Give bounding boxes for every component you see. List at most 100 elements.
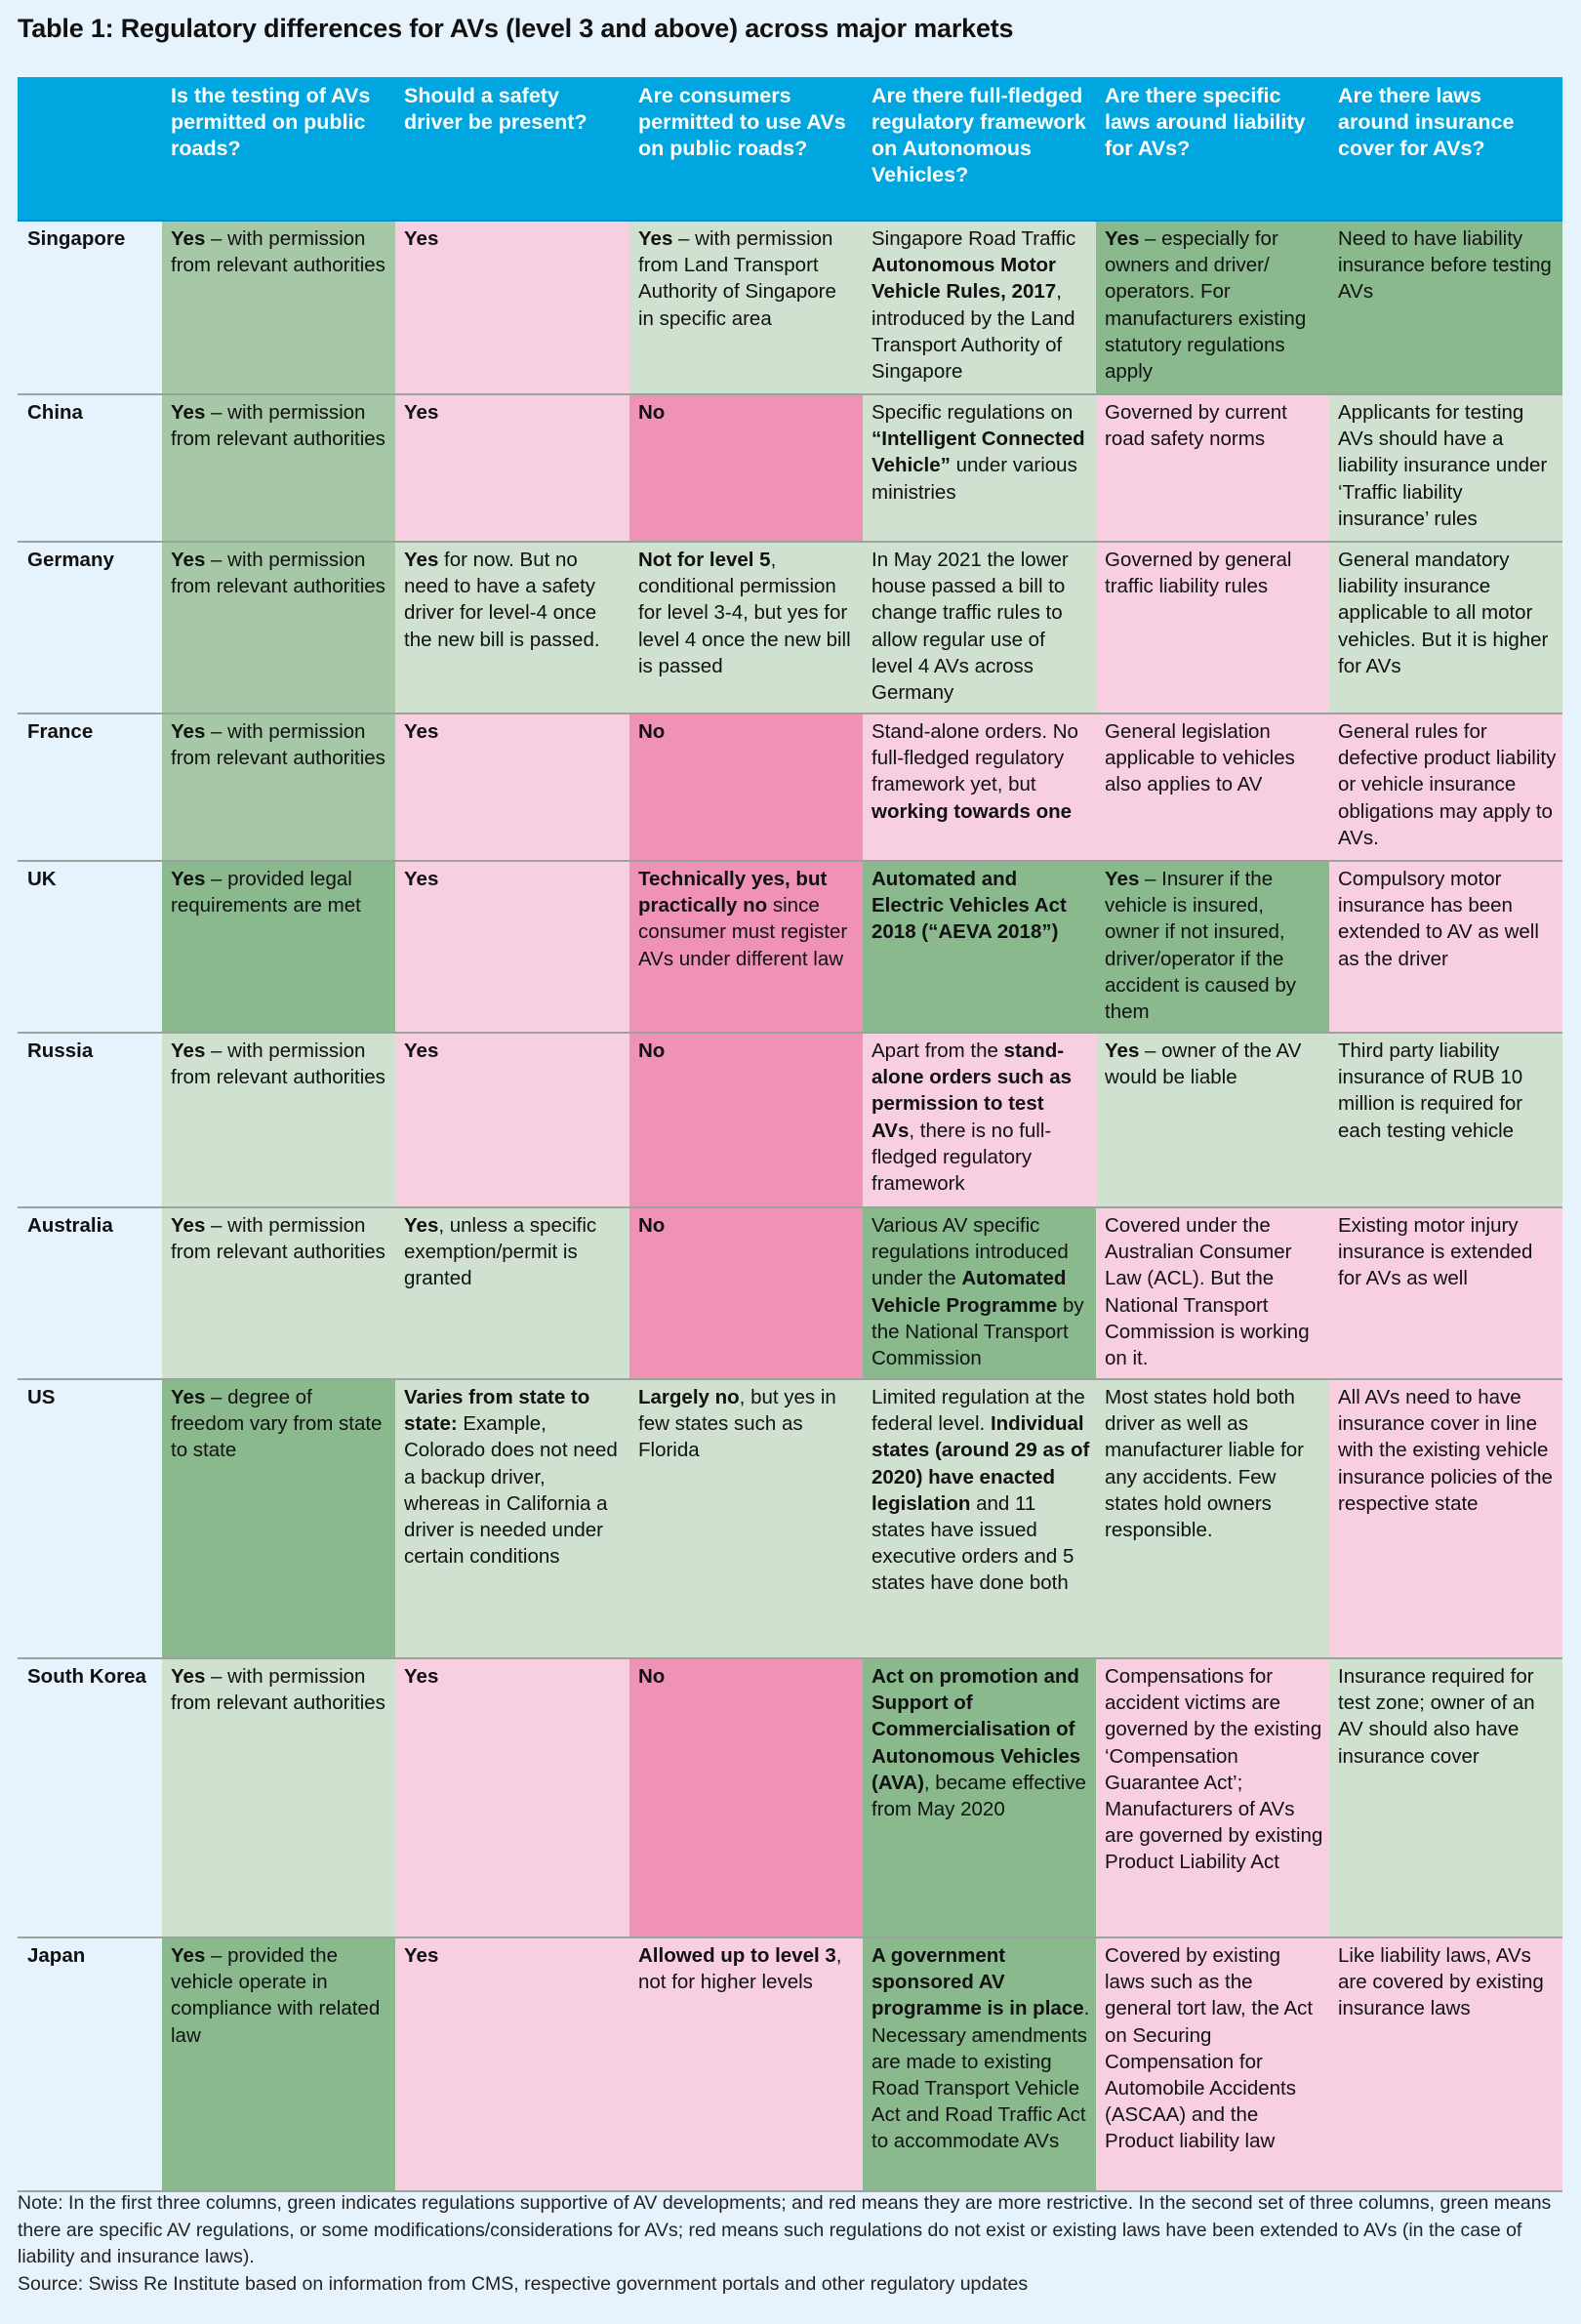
header-framework: Are there full-fledged regulatory framew…	[872, 84, 1086, 186]
table-row: Japan Yes – provided the vehicle operate …	[18, 1938, 1562, 2192]
cell-testing: Yes – provided legal requirements are me…	[162, 862, 395, 1032]
regulatory-table: Is the testing of AVs permitted on publi…	[18, 77, 1562, 2192]
cell-text-bold: working towards one	[872, 799, 1073, 823]
cell-text-bold: Yes	[1105, 1040, 1140, 1062]
table-row: France Yes – with permission from relevan…	[18, 714, 1562, 862]
cell-text-bold: Autonomous Motor Vehicle Rules, 2017	[872, 254, 1057, 304]
cell-text-bold: Allowed up to level 3	[638, 1944, 836, 1967]
cell-text-bold: Automated Vehicle Programme	[872, 1267, 1067, 1317]
cell-consumer-use: No	[629, 714, 863, 860]
cell-text-bold: Yes	[1105, 227, 1140, 250]
cell-text: – with permission from relevant authorit…	[171, 1040, 385, 1089]
cell-text-bold: Yes	[171, 868, 206, 890]
cell-text-bold: No	[638, 1665, 666, 1688]
cell-text-bold: Yes	[1105, 868, 1140, 890]
cell-consumer-use: No	[629, 395, 863, 541]
cell-text: Need to have liability insurance before …	[1338, 227, 1552, 304]
cell-text: Like liability laws, AVs are covered by …	[1338, 1944, 1544, 2020]
cell-text: – especially for owners and driver/ oper…	[1105, 227, 1307, 384]
cell-text-bold: Technically yes, but practically no	[638, 868, 828, 917]
source-text: Source: Swiss Re Institute based on info…	[18, 2272, 1029, 2295]
cell-text: – with permission from relevant authorit…	[171, 549, 385, 598]
cell-text: , unless a specific exemption/permit is …	[404, 1214, 597, 1290]
cell-text-bold: No	[638, 720, 666, 743]
cell-text: Example, Colorado does not need a backup…	[404, 1412, 618, 1569]
cell-text-pre: Various AV specific regulations introduc…	[872, 1214, 1069, 1290]
cell-consumer-use: No	[629, 1034, 863, 1206]
cell-text: Governed by general traffic liability ru…	[1105, 549, 1292, 598]
cell-testing: Yes – with permission from relevant auth…	[162, 1034, 395, 1206]
cell-framework: Various AV specific regulations introduc…	[863, 1208, 1096, 1378]
country-cell: UK	[18, 862, 162, 1032]
cell-text: Insurance required for test zone; owner …	[1338, 1665, 1535, 1768]
cell-consumer-use: Allowed up to level 3, not for higher le…	[629, 1938, 863, 2190]
cell-consumer-use: No	[629, 1208, 863, 1378]
cell-text-bold: Yes	[638, 227, 673, 250]
cell-text-bold: Act on promotion and Support of Commerci…	[872, 1665, 1081, 1794]
cell-text-bold: Yes	[171, 1386, 206, 1408]
cell-framework: Automated and Electric Vehicles Act 2018…	[863, 862, 1096, 1032]
cell-text-bold: Automated and Electric Vehicles Act 2018…	[872, 868, 1067, 944]
cell-text: – provided the vehicle operate in compli…	[171, 1944, 381, 2047]
cell-text: – with permission from relevant authorit…	[171, 1214, 385, 1264]
cell-text: – with permission from relevant authorit…	[171, 227, 385, 277]
cell-liability: Governed by current road safety norms	[1096, 395, 1329, 541]
cell-text: Governed by current road safety norms	[1105, 401, 1287, 451]
cell-text: for now. But no need to have a safety dr…	[404, 549, 600, 651]
cell-text-bold: Yes	[171, 401, 206, 424]
cell-text: , not for higher levels	[638, 1944, 842, 1994]
cell-liability: Yes – Insurer if the vehicle is insured,…	[1096, 862, 1329, 1032]
cell-safety-driver: Yes, unless a specific exemption/permit …	[395, 1208, 629, 1378]
cell-text-bold: Largely no	[638, 1386, 740, 1408]
header-insurance: Are there laws around insurance cover fo…	[1338, 84, 1515, 160]
cell-testing: Yes – with permission from relevant auth…	[162, 543, 395, 713]
cell-consumer-use: Technically yes, but practically no sinc…	[629, 862, 863, 1032]
header-liability: Are there specific laws around liability…	[1105, 84, 1306, 160]
cell-text: – owner of the AV would be liable	[1105, 1040, 1302, 1089]
cell-consumer-use: Largely no, but yes in few states such a…	[629, 1380, 863, 1657]
table-row: Russia Yes – with permission from relevan…	[18, 1034, 1562, 1208]
cell-text-bold: Yes	[171, 549, 206, 571]
table-row: Australia Yes – with permission from rele…	[18, 1208, 1562, 1380]
country-cell: South Korea	[18, 1659, 162, 1937]
cell-text: Compulsory motor insurance has been exte…	[1338, 868, 1539, 970]
cell-safety-driver: Yes	[395, 395, 629, 541]
cell-text: . Necessary amendments are made to exist…	[872, 1997, 1090, 2153]
cell-insurance: Existing motor injury insurance is exten…	[1329, 1208, 1562, 1378]
cell-liability: Yes – especially for owners and driver/ …	[1096, 222, 1329, 393]
cell-testing: Yes – with permission from relevant auth…	[162, 1208, 395, 1378]
cell-text-pre: Specific regulations on	[872, 401, 1074, 424]
cell-testing: Yes – with permission from relevant auth…	[162, 714, 395, 860]
country-cell: China	[18, 395, 162, 541]
cell-text-bold: A government sponsored AV programme is i…	[872, 1944, 1084, 2020]
country-cell: Australia	[18, 1208, 162, 1378]
cell-liability: Governed by general traffic liability ru…	[1096, 543, 1329, 713]
cell-testing: Yes – with permission from relevant auth…	[162, 395, 395, 541]
cell-text-bold: No	[638, 1214, 666, 1237]
cell-framework: Singapore Road Traffic Autonomous Motor …	[863, 222, 1096, 393]
header-country	[18, 77, 162, 220]
cell-text: by the National Transport Commission	[872, 1293, 1084, 1370]
header-safety-driver: Should a safety driver be present?	[404, 84, 588, 134]
cell-safety-driver: Varies from state to state: Example, Col…	[395, 1380, 629, 1657]
cell-testing: Yes – with permission from relevant auth…	[162, 1659, 395, 1937]
cell-framework: Specific regulations on “Intelligent Con…	[863, 395, 1096, 541]
cell-framework: Stand-alone orders. No full-fledged regu…	[863, 714, 1096, 860]
cell-text-bold: Yes	[404, 868, 439, 890]
country-cell: US	[18, 1380, 162, 1657]
cell-text: Covered by existing laws such as the gen…	[1105, 1944, 1314, 2153]
cell-text: All AVs need to have insurance cover in …	[1338, 1386, 1553, 1515]
cell-liability: Yes – owner of the AV would be liable	[1096, 1034, 1329, 1206]
cell-framework: Act on promotion and Support of Commerci…	[863, 1659, 1096, 1937]
cell-liability: Covered by existing laws such as the gen…	[1096, 1938, 1329, 2190]
cell-text: – provided legal requirements are met	[171, 868, 361, 917]
table-row: Singapore Yes – with permission from rele…	[18, 222, 1562, 395]
cell-insurance: Like liability laws, AVs are covered by …	[1329, 1938, 1562, 2190]
cell-text: General mandatory liability insurance ap…	[1338, 549, 1549, 677]
cell-text-bold: Yes	[404, 1944, 439, 1967]
cell-safety-driver: Yes for now. But no need to have a safet…	[395, 543, 629, 713]
cell-text-bold: Yes	[404, 1214, 439, 1237]
cell-consumer-use: No	[629, 1659, 863, 1937]
cell-text-bold: Yes	[404, 1665, 439, 1688]
cell-liability: General legislation applicable to vehicl…	[1096, 714, 1329, 860]
